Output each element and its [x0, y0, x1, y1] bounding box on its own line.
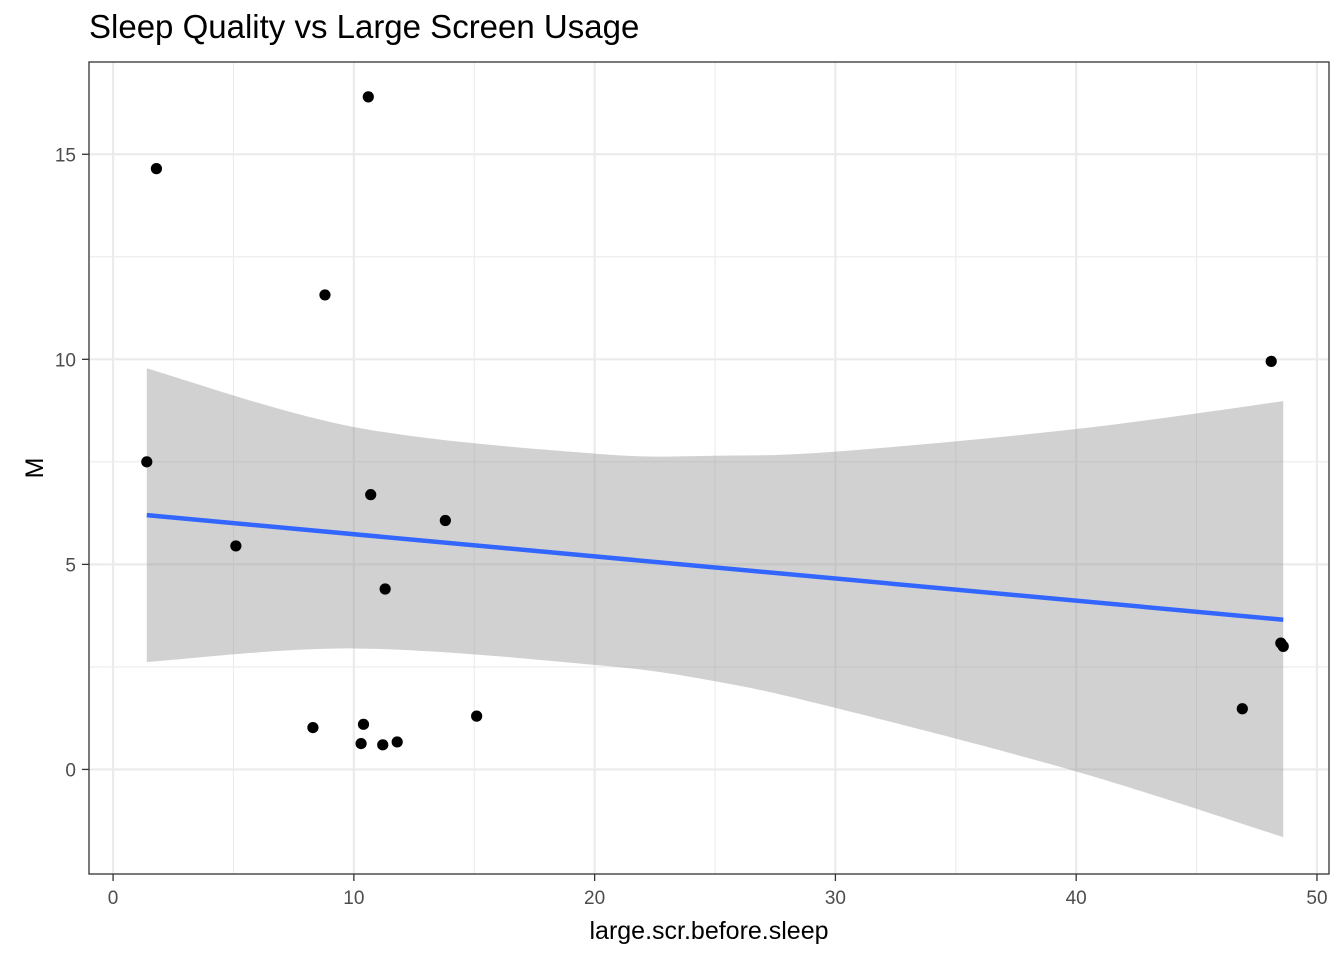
- confidence-band: [146, 368, 1284, 838]
- confidence-band-layer: [146, 368, 1284, 838]
- x-tick-label: 30: [825, 888, 846, 909]
- data-point: [357, 718, 370, 730]
- axis-ticks: 0 10 20 30 40 50 0 5 10 15: [55, 145, 1328, 909]
- data-points: [141, 91, 1289, 751]
- y-axis-title: M: [21, 458, 49, 479]
- data-point: [365, 489, 377, 501]
- x-tick-label: 50: [1306, 888, 1327, 909]
- data-point: [377, 739, 389, 751]
- data-point: [391, 736, 403, 748]
- data-point: [471, 710, 483, 722]
- data-point: [319, 289, 331, 301]
- data-point: [230, 540, 242, 552]
- data-point: [307, 721, 319, 734]
- data-point: [1277, 640, 1289, 652]
- fit-line-layer: [146, 512, 1284, 622]
- y-tick-label: 5: [65, 555, 76, 576]
- x-tick-label: 0: [108, 888, 119, 909]
- grid-lines: [89, 62, 1329, 874]
- y-tick-label: 0: [65, 760, 76, 781]
- x-tick-label: 10: [343, 888, 364, 909]
- data-point: [1265, 355, 1277, 367]
- y-tick-label: 10: [55, 350, 76, 371]
- chart-title: Sleep Quality vs Large Screen Usage: [89, 8, 640, 45]
- data-point: [379, 583, 391, 595]
- data-point: [141, 456, 153, 468]
- data-point: [439, 514, 451, 527]
- data-point: [1236, 703, 1248, 715]
- data-point: [150, 163, 163, 175]
- data-point: [362, 91, 374, 103]
- x-axis-title: large.scr.before.sleep: [589, 917, 828, 945]
- y-tick-label: 15: [55, 145, 76, 166]
- regression-line: [146, 512, 1284, 622]
- panel-border: [88, 61, 1330, 875]
- data-point: [355, 737, 367, 750]
- x-tick-label: 40: [1066, 888, 1087, 909]
- x-tick-label: 20: [584, 888, 605, 909]
